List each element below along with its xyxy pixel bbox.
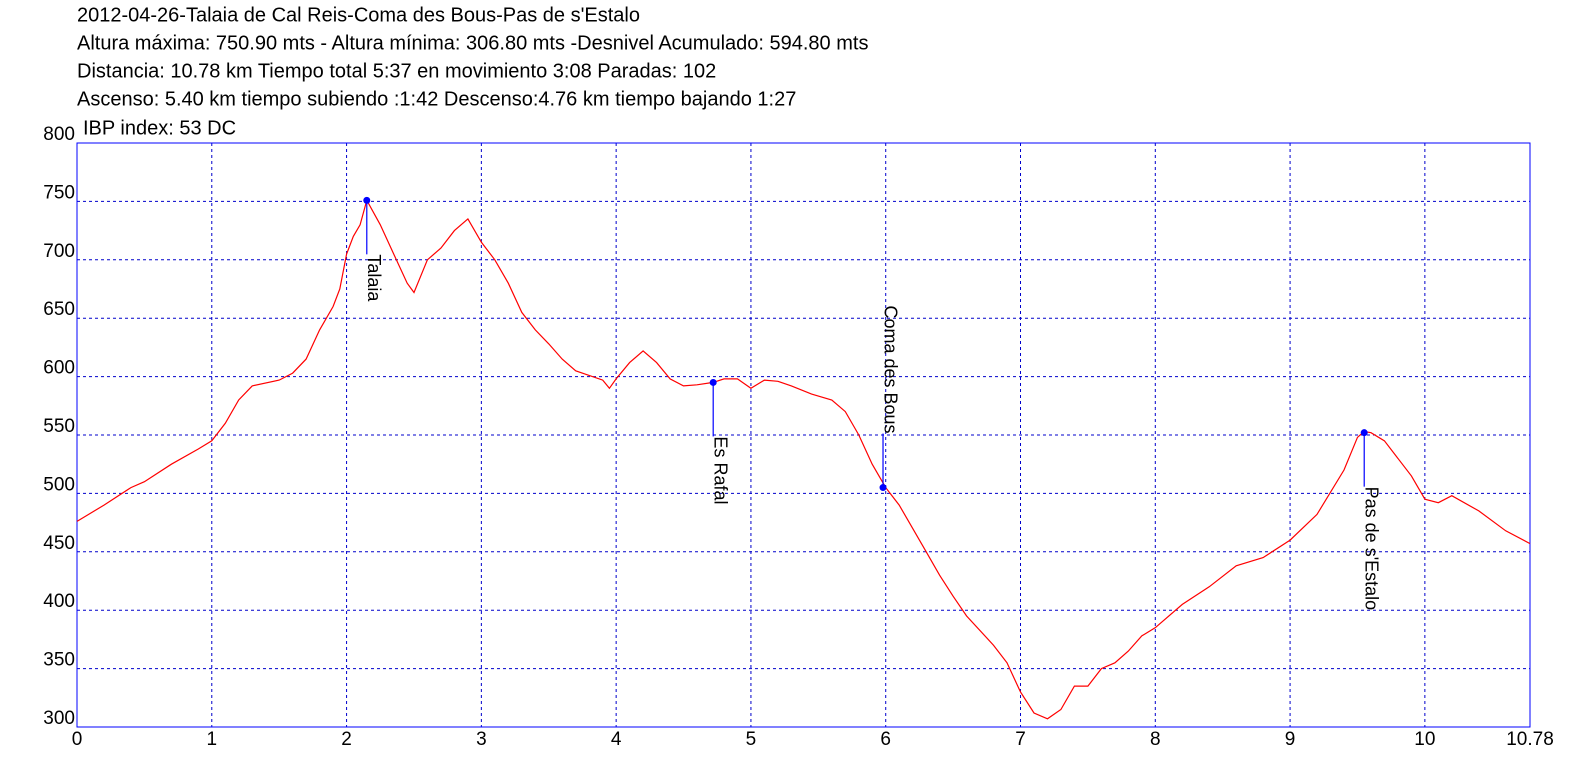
- y-tick-label: 750: [43, 182, 75, 203]
- x-tick-label: 0: [72, 729, 83, 750]
- y-tick-label: 350: [43, 650, 75, 671]
- x-tick-label: 10.78: [1506, 729, 1554, 750]
- x-tick-label: 9: [1285, 729, 1296, 750]
- x-tick-label: 4: [611, 729, 622, 750]
- y-tick-label: 500: [43, 474, 75, 495]
- waypoint-marker: [879, 484, 887, 492]
- y-tick-label: 650: [43, 299, 75, 320]
- waypoint-marker: [1360, 429, 1368, 437]
- subtitle: Distancia: 10.78 km Tiempo total 5:37 en…: [77, 60, 716, 82]
- y-tick-label: 400: [43, 591, 75, 612]
- subtitle: Altura máxima: 750.90 mts - Altura mínim…: [77, 32, 868, 54]
- x-tick-label: 10: [1414, 729, 1435, 750]
- waypoint-marker: [363, 196, 371, 204]
- waypoint-label: Coma des Bous: [880, 305, 900, 433]
- waypoint-label: Es Rafal: [710, 436, 730, 504]
- y-tick-label: 300: [43, 708, 75, 729]
- x-tick-label: 8: [1150, 729, 1161, 750]
- y-tick-label: 600: [43, 358, 75, 379]
- y-tick-label: 800: [43, 124, 75, 145]
- waypoint-label: Talaia: [364, 254, 384, 302]
- waypoint-marker: [709, 378, 717, 386]
- x-tick-label: 5: [746, 729, 757, 750]
- chart-title: 2012-04-26-Talaia de Cal Reis-Coma des B…: [77, 4, 640, 26]
- x-tick-label: 1: [206, 729, 217, 750]
- waypoint-label: Pas de s'Estalo: [1361, 487, 1381, 611]
- subtitle: Ascenso: 5.40 km tiempo subiendo :1:42 D…: [77, 88, 796, 110]
- y-tick-label: 450: [43, 533, 75, 554]
- plot-border: [76, 142, 1531, 728]
- x-tick-label: 2: [341, 729, 352, 750]
- y-tick-label: 550: [43, 416, 75, 437]
- x-tick-label: 3: [476, 729, 487, 750]
- elevation-line: [76, 198, 1531, 720]
- x-tick-label: 6: [880, 729, 891, 750]
- x-tick-label: 7: [1015, 729, 1026, 750]
- subtitle: IBP index: 53 DC: [83, 117, 236, 139]
- y-tick-label: 700: [43, 241, 75, 262]
